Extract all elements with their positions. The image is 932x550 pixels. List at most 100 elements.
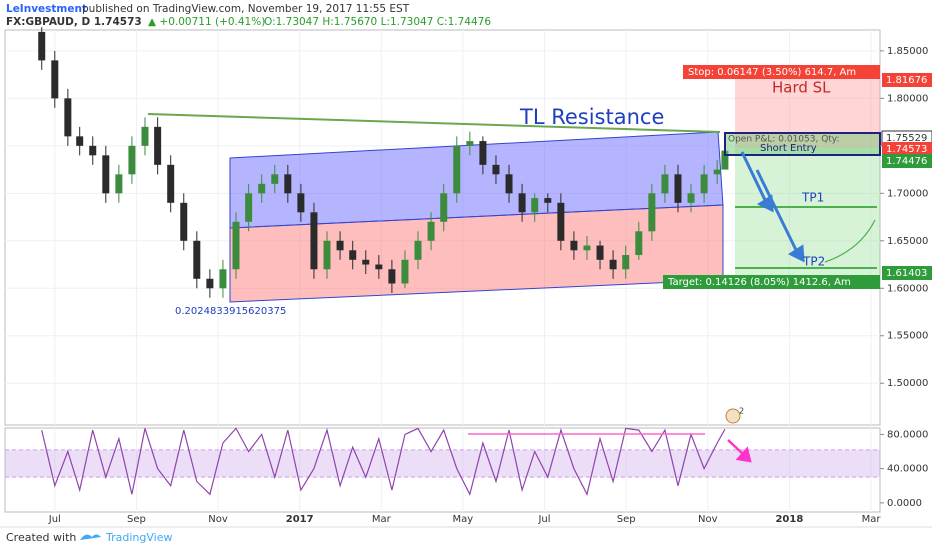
x-tick-label: Nov <box>208 514 228 525</box>
candle-body <box>128 145 136 175</box>
candle-body <box>284 174 292 194</box>
osc-y-tick-label: 0.0000 <box>887 498 922 509</box>
candle-body <box>544 198 552 203</box>
candle-body <box>440 193 448 222</box>
alert-icon[interactable] <box>725 408 741 424</box>
candle-body <box>700 174 708 194</box>
candle-body <box>721 150 729 170</box>
candle-body <box>64 98 72 137</box>
footer-created: Created with <box>6 531 76 544</box>
price-label-bg <box>882 142 932 156</box>
tp2: TP2 <box>802 255 825 269</box>
candle-body <box>38 31 46 61</box>
price-label: 1.74573 <box>886 144 927 155</box>
x-tick-label: Jul <box>48 514 61 525</box>
candle-body <box>297 193 305 213</box>
y-tick-label: 1.85000 <box>887 46 928 57</box>
candle-body <box>102 155 110 194</box>
candle-body <box>414 240 422 260</box>
y-tick-label: 1.50000 <box>887 378 928 389</box>
osc-band <box>5 449 880 478</box>
candle-body <box>89 145 97 156</box>
short-entry: Short Entry <box>760 143 817 154</box>
candle-body <box>596 245 604 260</box>
candle-body <box>531 198 539 213</box>
price-label: 1.74476 <box>886 156 927 167</box>
osc-y-tick-label: 40.0000 <box>887 464 928 475</box>
candle-body <box>167 164 175 203</box>
x-tick-label: Mar <box>862 514 882 525</box>
candle-body <box>141 126 149 146</box>
candle-body <box>505 174 513 194</box>
candle-body <box>51 60 59 99</box>
tl-resistance: TL Resistance <box>519 105 664 129</box>
candle-body <box>258 183 266 194</box>
tp1: TP1 <box>801 191 824 205</box>
price-label-bg <box>882 73 932 87</box>
candle-body <box>479 141 487 165</box>
x-tick-label: 2017 <box>286 514 314 525</box>
candle-body <box>193 240 201 279</box>
published: published on TradingView.com, November 1… <box>82 3 410 15</box>
candle-body <box>245 193 253 222</box>
x-tick-label: Sep <box>127 514 146 525</box>
y-tick-label: 1.70000 <box>887 188 928 199</box>
x-tick-label: Jul <box>537 514 550 525</box>
candle-body <box>271 174 279 184</box>
candle-body <box>180 202 188 241</box>
symbol: FX:GBPAUD, D 1.74573 <box>6 16 142 28</box>
projection-curve <box>824 219 876 263</box>
y-tick-label: 1.80000 <box>887 93 928 104</box>
candle-body <box>388 269 396 284</box>
candle-body <box>713 169 721 175</box>
y-tick-label: 1.60000 <box>887 283 928 294</box>
x-tick-label: May <box>453 514 474 525</box>
candle-body <box>115 174 123 194</box>
candle-body <box>648 193 656 232</box>
x-tick-label: Mar <box>372 514 392 525</box>
osc-pane <box>4 427 881 513</box>
stop-label-bg <box>683 65 880 79</box>
candle-body <box>674 174 682 203</box>
x-tick-label: 2018 <box>775 514 803 525</box>
price-label: 1.75529 <box>886 133 927 144</box>
candle-body <box>219 269 227 289</box>
candle-body <box>427 221 435 241</box>
price-label: 1.61403 <box>886 268 927 279</box>
candle-body <box>362 259 370 265</box>
change: ▲ +0.00711 (+0.41%) <box>148 16 265 28</box>
candle-body <box>76 136 84 146</box>
candle-body <box>557 202 565 241</box>
candle-body <box>323 240 331 270</box>
candle-body <box>401 259 409 284</box>
candle-body <box>583 245 591 251</box>
osc-arrow <box>727 439 752 463</box>
footer-brand[interactable]: TradingView <box>105 531 172 544</box>
target-label-bg <box>663 275 880 289</box>
candle-body <box>635 231 643 256</box>
candle-body <box>206 278 214 289</box>
author[interactable]: LeInvestment <box>6 3 87 15</box>
candle-body <box>622 255 630 270</box>
y-tick-label: 1.55000 <box>887 331 928 342</box>
price-label-bg <box>882 266 932 280</box>
candle-body <box>570 240 578 251</box>
candle-body <box>518 193 526 213</box>
price-label: 1.81676 <box>886 75 927 86</box>
osc-line <box>41 427 726 497</box>
target-label: Target: 0.14126 (8.05%) 1412.6, Am <box>667 277 851 288</box>
fib-value: 0.2024833915620375 <box>175 306 286 317</box>
price-pane <box>4 29 881 426</box>
trend-line[interactable] <box>147 113 721 133</box>
candle-body <box>154 126 162 165</box>
price-label-bg <box>882 154 932 168</box>
candle-body <box>336 240 344 251</box>
candle-body <box>492 164 500 175</box>
x-tick-label: Sep <box>617 514 636 525</box>
ohlc: O:1.73047 H:1.75670 L:1.73047 C:1.74476 <box>264 16 491 28</box>
stop-label: Stop: 0.06147 (3.50%) 614.7, Am <box>688 67 856 78</box>
entry-box[interactable] <box>724 132 881 156</box>
candle-body <box>466 141 474 146</box>
hard-sl: Hard SL <box>772 79 831 97</box>
